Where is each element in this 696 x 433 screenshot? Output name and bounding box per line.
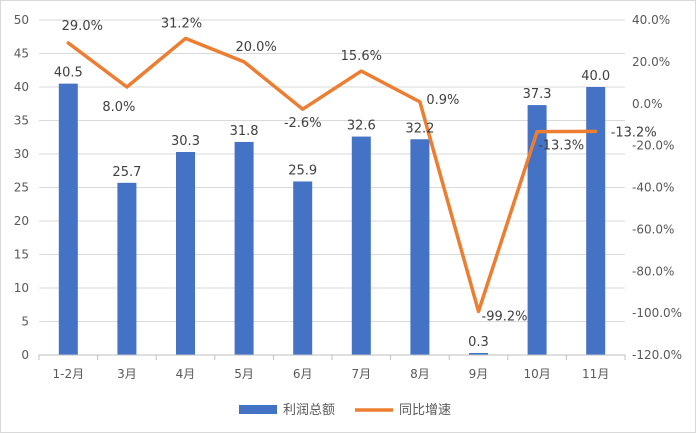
bar — [469, 352, 488, 355]
left-axis-tick-label: 30 — [14, 147, 29, 161]
right-axis-tick-label: -20.0% — [632, 139, 674, 153]
line-data-label: 20.0% — [235, 40, 276, 55]
x-axis-tick-label: 3月 — [117, 367, 137, 381]
legend-swatch-profit — [239, 405, 277, 414]
left-axis-tick-label: 0 — [21, 348, 29, 362]
bar — [351, 136, 371, 355]
bar — [527, 105, 547, 355]
x-axis-tick-label: 4月 — [176, 367, 196, 381]
right-axis-tick-label: -100.0% — [632, 306, 682, 320]
bar-data-label: 25.9 — [288, 163, 317, 178]
right-axis-tick-label: 0.0% — [632, 97, 663, 111]
bar — [117, 182, 137, 355]
legend-label-growth: 同比增速 — [399, 403, 451, 418]
bar-data-label: 25.7 — [112, 165, 141, 180]
x-axis-tick-label: 11月 — [582, 367, 609, 381]
bar-data-label: 30.3 — [171, 134, 200, 149]
gridlines — [39, 19, 625, 322]
x-axis-tick-label: 9月 — [469, 367, 489, 381]
line-data-label: 0.9% — [426, 93, 459, 108]
axes: 0 5 10 15 20 25 30 35 40 45 50 -120.0% -100.0% -80.0%… — [14, 13, 682, 381]
legend-label-profit: 利润总额 — [283, 403, 335, 418]
bar-data-label: 32.2 — [405, 121, 434, 136]
right-axis-tick-label: -60.0% — [632, 222, 674, 236]
left-axis-tick-label: 10 — [14, 281, 29, 295]
x-axis-tick-label: 7月 — [351, 367, 371, 381]
bar-data-label: 40.5 — [54, 66, 83, 81]
legend: 利润总额 同比增速 — [239, 403, 451, 418]
left-axis-tick-label: 15 — [14, 248, 29, 262]
left-axis-tick-label: 35 — [14, 114, 29, 128]
bar-data-label: 37.3 — [523, 87, 552, 102]
line-data-label: 15.6% — [341, 49, 382, 64]
left-axis-tick-label: 40 — [14, 80, 29, 94]
growth-line — [66, 36, 598, 314]
line-data-label: -99.2% — [482, 309, 528, 324]
bar-data-label: 40.0 — [581, 69, 610, 84]
bar — [234, 141, 254, 355]
left-axis-tick-label: 45 — [14, 47, 29, 61]
bar-data-label: 31.8 — [230, 124, 259, 139]
x-axis-tick-label: 5月 — [234, 367, 254, 381]
left-axis-tick-label: 50 — [14, 13, 29, 27]
line-data-label: -13.3% — [538, 139, 584, 154]
line-data-label: -2.6% — [284, 116, 322, 131]
x-axis-tick-label: 6月 — [293, 367, 313, 381]
line-data-label: 29.0% — [62, 19, 103, 34]
bar — [293, 181, 313, 355]
line-data-label: -13.2% — [611, 125, 657, 140]
right-axis-tick-label: -40.0% — [632, 181, 674, 195]
right-axis-tick-label: 40.0% — [632, 13, 670, 27]
left-axis-tick-label: 25 — [14, 181, 29, 195]
right-axis-tick-label: 20.0% — [632, 55, 670, 69]
x-axis-tick-label: 10月 — [523, 367, 550, 381]
x-axis-tick-label: 1-2月 — [52, 367, 84, 381]
x-axis-tick-label: 8月 — [410, 367, 430, 381]
line-data-label: 8.0% — [102, 100, 135, 115]
line-data-label: 31.2% — [161, 16, 202, 31]
left-axis-tick-label: 5 — [21, 315, 29, 329]
left-axis-tick-label: 20 — [14, 214, 29, 228]
bar-data-label: 0.3 — [468, 335, 489, 350]
right-axis-tick-label: -80.0% — [632, 264, 674, 278]
bar — [58, 83, 78, 356]
bar — [410, 139, 430, 355]
line-series-growth — [66, 36, 598, 314]
bar-series-profit — [58, 83, 606, 356]
bar — [176, 151, 195, 355]
bar-data-label: 32.6 — [347, 119, 376, 134]
data-labels: 40.5 25.7 30.3 31.8 25.9 32.6 32.2 0.3 37.3 40.0 2… — [54, 16, 657, 350]
right-axis-tick-label: -120.0% — [632, 348, 682, 362]
bar — [586, 87, 606, 355]
